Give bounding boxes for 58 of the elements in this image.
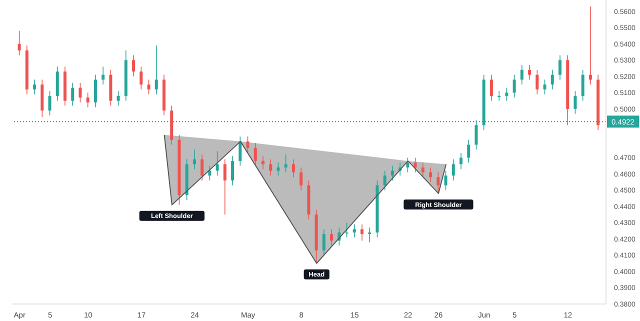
candlestick: [498, 90, 501, 102]
candlestick: [345, 222, 348, 238]
candlestick: [102, 66, 105, 85]
candlestick: [140, 66, 143, 90]
candlestick: [429, 167, 432, 182]
candlestick: [300, 167, 303, 191]
candlestick: [132, 54, 136, 77]
candlestick: [238, 136, 242, 166]
candlestick: [588, 6, 592, 85]
candlestick: [421, 162, 424, 178]
candlestick: [147, 79, 150, 95]
candlestick: [460, 152, 462, 170]
candlestick: [406, 157, 410, 173]
candlestick: [368, 227, 372, 243]
candlestick: [116, 90, 120, 106]
candlestick: [292, 158, 295, 178]
candlestick: [208, 165, 212, 181]
candlestick: [71, 82, 74, 106]
candlestick: [512, 74, 516, 98]
candlestick: [154, 45, 158, 95]
candlestick: [94, 74, 97, 108]
candlestick: [505, 87, 508, 102]
candlestick: [200, 154, 204, 181]
candlestick: [414, 157, 417, 173]
candlestick: [269, 158, 272, 176]
candlestick: [558, 54, 562, 80]
candlestick: [390, 165, 394, 181]
candlestick: [231, 156, 234, 186]
candlestick: [550, 70, 554, 90]
candlestick: [33, 79, 36, 95]
candlestick: [322, 228, 326, 256]
candlestick: [262, 156, 264, 170]
candlestick: [574, 90, 577, 114]
candlestick: [48, 90, 52, 116]
candlestick: [520, 64, 524, 85]
candlestick: [192, 149, 196, 170]
candlestick: [78, 82, 82, 103]
candlestick: [383, 170, 386, 191]
candlestick: [543, 79, 546, 95]
candlestick: [360, 224, 364, 241]
candlestick: [581, 70, 584, 102]
candlestick: [452, 158, 455, 181]
candlestick: [436, 172, 440, 194]
candlestick: [246, 136, 250, 154]
candlestick: [330, 228, 334, 246]
candlestick: [276, 162, 280, 176]
candlestick: [254, 142, 257, 166]
candlestick: [444, 170, 448, 191]
candlestick: [86, 92, 90, 108]
candlestick: [18, 30, 21, 56]
candlestick: [528, 64, 532, 80]
candlestick: [536, 70, 539, 95]
candlestick: [284, 154, 288, 173]
candlestick: [467, 139, 470, 163]
candlestick: [223, 158, 226, 215]
candlestick: [352, 224, 356, 238]
candlestick: [490, 74, 493, 102]
candlestick: [216, 150, 219, 176]
